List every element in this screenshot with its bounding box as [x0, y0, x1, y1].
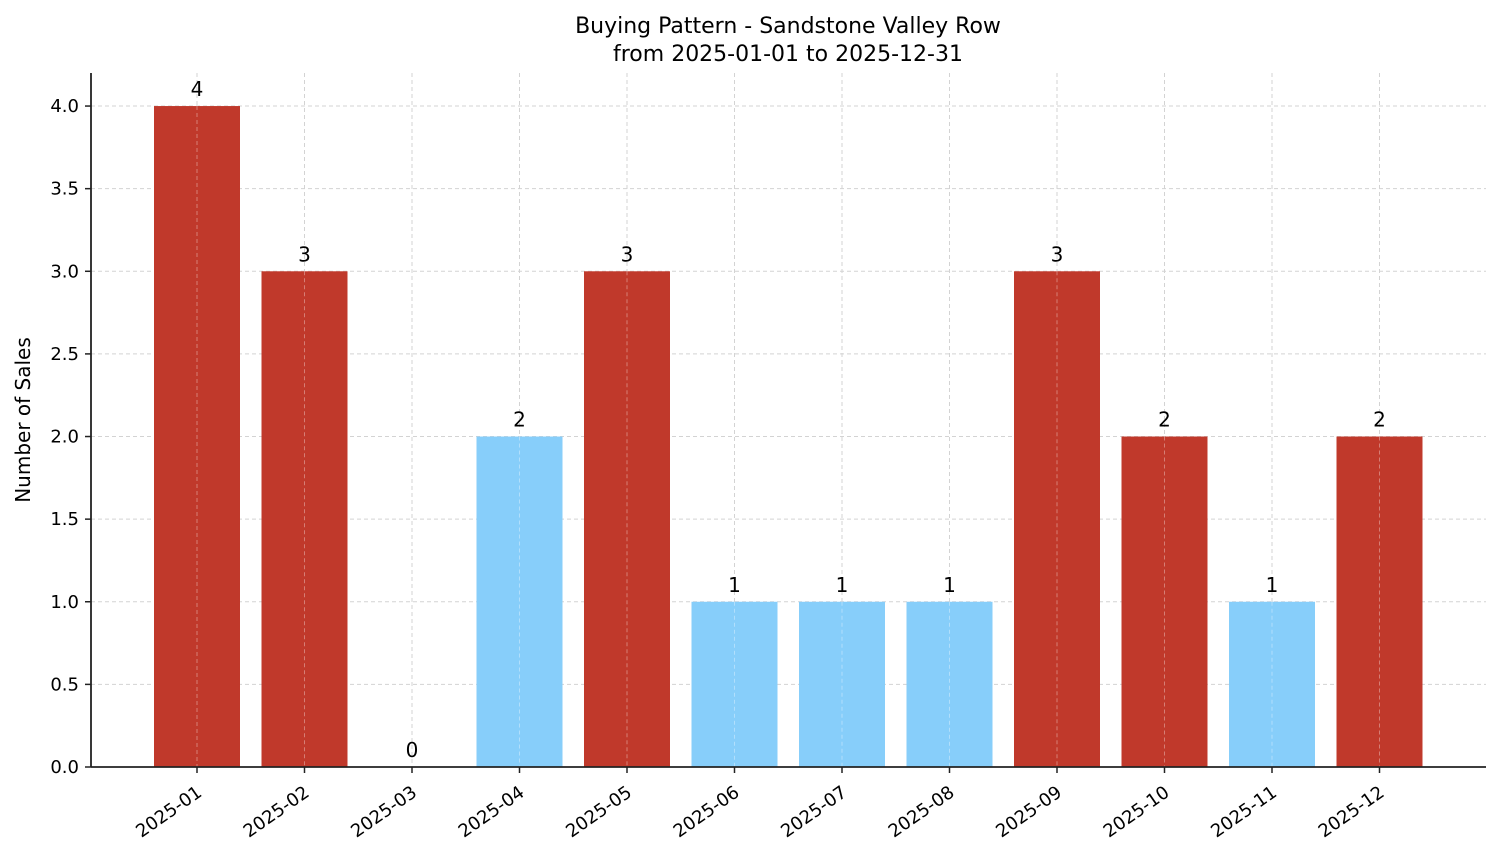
bar-2025-09 — [1014, 271, 1100, 767]
x-tick-label: 2025-03 — [347, 782, 421, 842]
bar-value-label: 1 — [1266, 573, 1279, 597]
y-tick-label: 1.5 — [50, 509, 79, 530]
chart-title: Buying Pattern - Sandstone Valley Row — [575, 14, 1001, 39]
x-tick-label: 2025-05 — [562, 782, 636, 842]
bar-2025-01 — [154, 106, 240, 768]
bar-2025-08 — [906, 601, 993, 767]
bar-2025-02 — [261, 271, 348, 767]
bar-value-label: 4 — [191, 77, 204, 101]
x-tick-label: 2025-09 — [992, 782, 1066, 842]
y-tick-label: 2.5 — [50, 344, 79, 365]
bar-2025-05 — [584, 271, 670, 767]
y-tick-label: 2.0 — [50, 427, 79, 448]
bar-2025-06 — [691, 601, 778, 767]
y-tick-label: 4.0 — [50, 96, 79, 117]
x-tick-label: 2025-04 — [455, 782, 529, 842]
bar-value-label: 2 — [1158, 408, 1171, 432]
chart-subtitle: from 2025-01-01 to 2025-12-31 — [613, 42, 963, 67]
bars: 4 3 0 2 3 1 1 1 3 2 1 2 — [154, 77, 1423, 768]
x-tick-label: 2025-07 — [777, 782, 851, 842]
x-tick-label: 2025-02 — [240, 782, 314, 842]
x-tick-label: 2025-01 — [132, 782, 206, 842]
bar-2025-10 — [1121, 436, 1208, 767]
bar-value-label: 0 — [406, 738, 419, 762]
y-tick-label: 3.5 — [50, 179, 79, 200]
x-tick-label: 2025-08 — [885, 782, 959, 842]
bar-value-label: 3 — [298, 242, 311, 266]
y-axis-label: Number of Sales — [11, 337, 35, 503]
y-tick-label: 1.0 — [50, 592, 79, 613]
x-tick-label: 2025-11 — [1207, 782, 1281, 842]
y-tick-label: 0.5 — [50, 674, 79, 695]
bar-value-label: 2 — [513, 408, 526, 432]
bar-value-label: 2 — [1373, 408, 1386, 432]
x-tick-label: 2025-12 — [1315, 782, 1389, 842]
bar-value-label: 1 — [836, 573, 849, 597]
x-tick-label: 2025-10 — [1100, 782, 1174, 842]
x-tick-label: 2025-06 — [670, 782, 744, 842]
bar-2025-11 — [1229, 601, 1315, 767]
y-tick-label: 0.0 — [50, 757, 79, 778]
bar-value-label: 1 — [728, 573, 741, 597]
bar-2025-04 — [476, 436, 563, 767]
bar-2025-07 — [799, 601, 885, 767]
bar-value-label: 3 — [1051, 242, 1064, 266]
bar-value-label: 3 — [621, 242, 634, 266]
bar-2025-12 — [1336, 436, 1423, 767]
bar-value-label: 1 — [943, 573, 956, 597]
y-tick-label: 3.0 — [50, 261, 79, 282]
